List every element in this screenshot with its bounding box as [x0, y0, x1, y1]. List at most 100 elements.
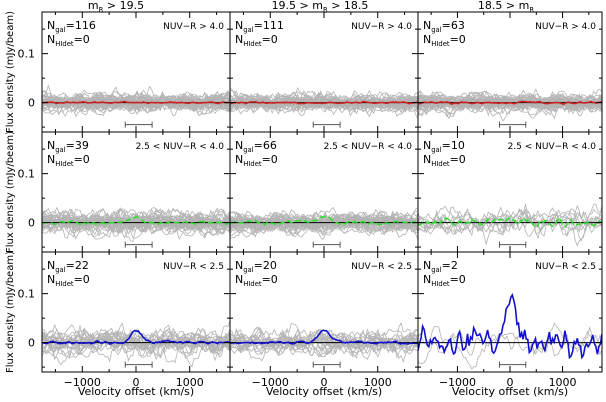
- n-hidet-label: NHIdet=0: [423, 33, 466, 48]
- x-axis-label: Velocity offset (km/s): [78, 385, 194, 398]
- y-tick-label: 0: [28, 97, 35, 110]
- individual-spectrum: [418, 205, 602, 237]
- individual-spectrum: [418, 94, 602, 111]
- x-tick-label: 0: [133, 376, 140, 389]
- color-cut-label: 2.5 < NUV−R < 4.0: [508, 142, 597, 152]
- column-title-0: mR > 19.5: [88, 0, 144, 14]
- n-hidet-label: NHIdet=0: [47, 33, 90, 48]
- individual-spectrum: [42, 212, 230, 237]
- plot-area: [230, 321, 418, 363]
- x-tick-label: 0: [507, 376, 514, 389]
- x-tick-label: 1000: [176, 376, 204, 389]
- n-hidet-label: NHIdet=0: [235, 33, 278, 48]
- individual-spectrum: [42, 330, 230, 350]
- color-cut-label: NUV−R > 4.0: [535, 22, 596, 32]
- individual-spectrum: [42, 208, 230, 239]
- n-gal-label: Ngal=20: [235, 259, 277, 274]
- y-tick-label: 0.1: [18, 288, 36, 301]
- plot-area: [42, 206, 230, 243]
- n-gal-label: Ngal=116: [47, 19, 96, 34]
- plot-area: [230, 86, 418, 119]
- x-tick-label: 1000: [549, 376, 577, 389]
- individual-spectrum: [230, 213, 418, 233]
- x-axis-label: Velocity offset (km/s): [266, 385, 382, 398]
- y-tick-label: 0: [28, 217, 35, 230]
- n-gal-label: Ngal=2: [423, 259, 458, 274]
- n-gal-label: Ngal=10: [423, 139, 465, 154]
- stacked-spectrum: [418, 293, 602, 360]
- n-hidet-label: NHIdet=0: [423, 273, 466, 288]
- individual-spectrum: [418, 90, 602, 114]
- color-cut-label: NUV−R > 4.0: [163, 22, 224, 32]
- column-title-1: 19.5 > mR > 18.5: [272, 0, 369, 14]
- stacked-spectrum: [230, 100, 418, 105]
- plot-area: [418, 203, 602, 247]
- color-cut-label: 2.5 < NUV−R < 4.0: [324, 142, 413, 152]
- y-axis-label: Flux density (mJy/beam): [5, 251, 16, 373]
- individual-spectrum: [42, 213, 230, 233]
- x-axis-label: Velocity offset (km/s): [452, 385, 568, 398]
- stacked-spectrum: [418, 100, 602, 105]
- individual-spectrum: [42, 328, 230, 352]
- n-hidet-label: NHIdet=0: [47, 153, 90, 168]
- x-tick-label: 1000: [364, 376, 392, 389]
- stacked-spectrum: [42, 100, 230, 105]
- individual-spectrum: [418, 208, 602, 236]
- color-cut-label: 2.5 < NUV−R < 4.0: [136, 142, 225, 152]
- n-gal-label: Ngal=22: [47, 259, 89, 274]
- n-gal-label: Ngal=63: [423, 19, 465, 34]
- n-gal-label: Ngal=39: [47, 139, 89, 154]
- plot-area: [418, 88, 602, 122]
- y-tick-label: 0: [28, 337, 35, 350]
- y-axis-label: Flux density (mJy/beam): [5, 131, 16, 253]
- individual-spectrum: [230, 326, 418, 355]
- n-hidet-label: NHIdet=0: [423, 153, 466, 168]
- stacked-spectrum: [42, 329, 230, 345]
- color-cut-label: NUV−R > 4.0: [351, 22, 412, 32]
- individual-spectrum: [42, 336, 230, 354]
- n-gal-label: Ngal=111: [235, 19, 284, 34]
- individual-spectrum: [42, 328, 230, 358]
- x-tick-label: 0: [321, 376, 328, 389]
- plot-area: [42, 84, 230, 118]
- individual-spectrum: [230, 331, 418, 349]
- y-tick-label: 0.1: [18, 48, 36, 61]
- stacked-spectrum: [418, 216, 602, 229]
- stacked-spectrum: [230, 329, 418, 345]
- stacked-spectrum: [230, 215, 418, 226]
- n-hidet-label: NHIdet=0: [47, 273, 90, 288]
- stacked-spectrum: [42, 215, 230, 226]
- plot-area: [230, 207, 418, 241]
- n-hidet-label: NHIdet=0: [235, 273, 278, 288]
- n-hidet-label: NHIdet=0: [235, 153, 278, 168]
- x-tick-label: −1000: [64, 376, 101, 389]
- column-title-2: 18.5 > mR: [478, 0, 534, 14]
- individual-spectrum: [230, 329, 418, 360]
- y-axis-label: Flux density (mJy/beam): [5, 11, 16, 133]
- y-tick-label: 0.1: [18, 168, 36, 181]
- individual-spectrum: [418, 93, 602, 115]
- x-tick-label: −1000: [439, 376, 476, 389]
- individual-spectrum: [42, 96, 230, 112]
- x-tick-label: −1000: [252, 376, 289, 389]
- color-cut-label: NUV−R < 2.5: [535, 262, 596, 272]
- color-cut-label: NUV−R < 2.5: [163, 262, 224, 272]
- individual-spectrum: [418, 203, 602, 247]
- individual-spectrum: [42, 94, 230, 110]
- plot-area: [418, 293, 602, 370]
- individual-spectrum: [42, 93, 230, 111]
- individual-spectrum: [42, 210, 230, 233]
- n-gal-label: Ngal=66: [235, 139, 277, 154]
- color-cut-label: NUV−R < 2.5: [351, 262, 412, 272]
- plot-area: [42, 320, 230, 368]
